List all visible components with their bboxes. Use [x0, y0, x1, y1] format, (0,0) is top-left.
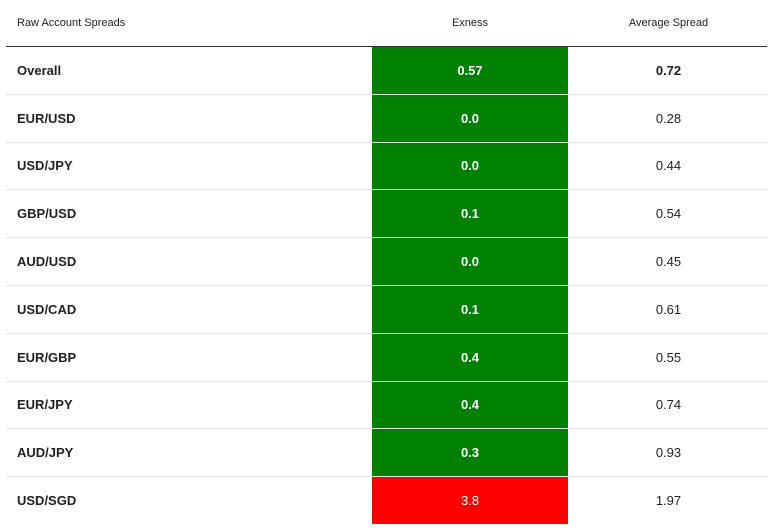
- value-cell: 0.72: [655, 62, 682, 78]
- value-cell: 0.74: [655, 397, 682, 413]
- header-cell: Average Spread: [628, 17, 709, 29]
- row-divider: [6, 189, 767, 191]
- value-cell: 0.44: [655, 158, 682, 174]
- row-label: AUD/USD: [17, 254, 77, 270]
- value-cell: 0.4: [372, 333, 568, 381]
- value-cell: 0.0: [372, 142, 568, 190]
- value-cell: 0.1: [372, 286, 568, 333]
- value-cell: 0.1: [372, 190, 568, 238]
- row-divider: [6, 476, 767, 478]
- row-divider: [6, 332, 767, 334]
- value-cell: 0.54: [655, 206, 682, 222]
- row-label: AUD/JPY: [17, 445, 74, 461]
- row-label: Overall: [17, 62, 62, 78]
- value-cell: 3.8: [372, 477, 568, 524]
- header-cell: Raw Account Spreads: [17, 17, 126, 29]
- row-label: USD/SGD: [17, 493, 77, 509]
- row-label: EUR/USD: [17, 110, 76, 126]
- header-cell: Exness: [451, 17, 489, 29]
- value-cell: 0.57: [372, 47, 568, 94]
- value-cell: 0.0: [372, 94, 568, 142]
- row-label: EUR/JPY: [17, 397, 73, 413]
- row-divider: [6, 428, 767, 430]
- value-cell: 0.61: [655, 301, 682, 317]
- value-cell: 0.28: [655, 110, 682, 126]
- value-cell: 0.55: [655, 349, 682, 365]
- row-label: GBP/USD: [17, 206, 77, 222]
- row-divider: [6, 141, 767, 143]
- row-label: USD/JPY: [17, 158, 73, 174]
- header-divider: [6, 46, 767, 47]
- value-cell: 0.45: [655, 254, 682, 270]
- value-cell: 0.0: [372, 238, 568, 285]
- value-cell: 0.3: [372, 429, 568, 477]
- value-cell: 1.97: [655, 493, 682, 509]
- row-divider: [6, 380, 767, 382]
- row-divider: [6, 93, 767, 95]
- row-label: USD/CAD: [17, 301, 77, 317]
- row-label: EUR/GBP: [17, 349, 77, 365]
- row-divider: [6, 285, 767, 286]
- value-cell: 0.93: [655, 445, 682, 461]
- value-cell: 0.4: [372, 381, 568, 429]
- row-divider: [6, 237, 767, 239]
